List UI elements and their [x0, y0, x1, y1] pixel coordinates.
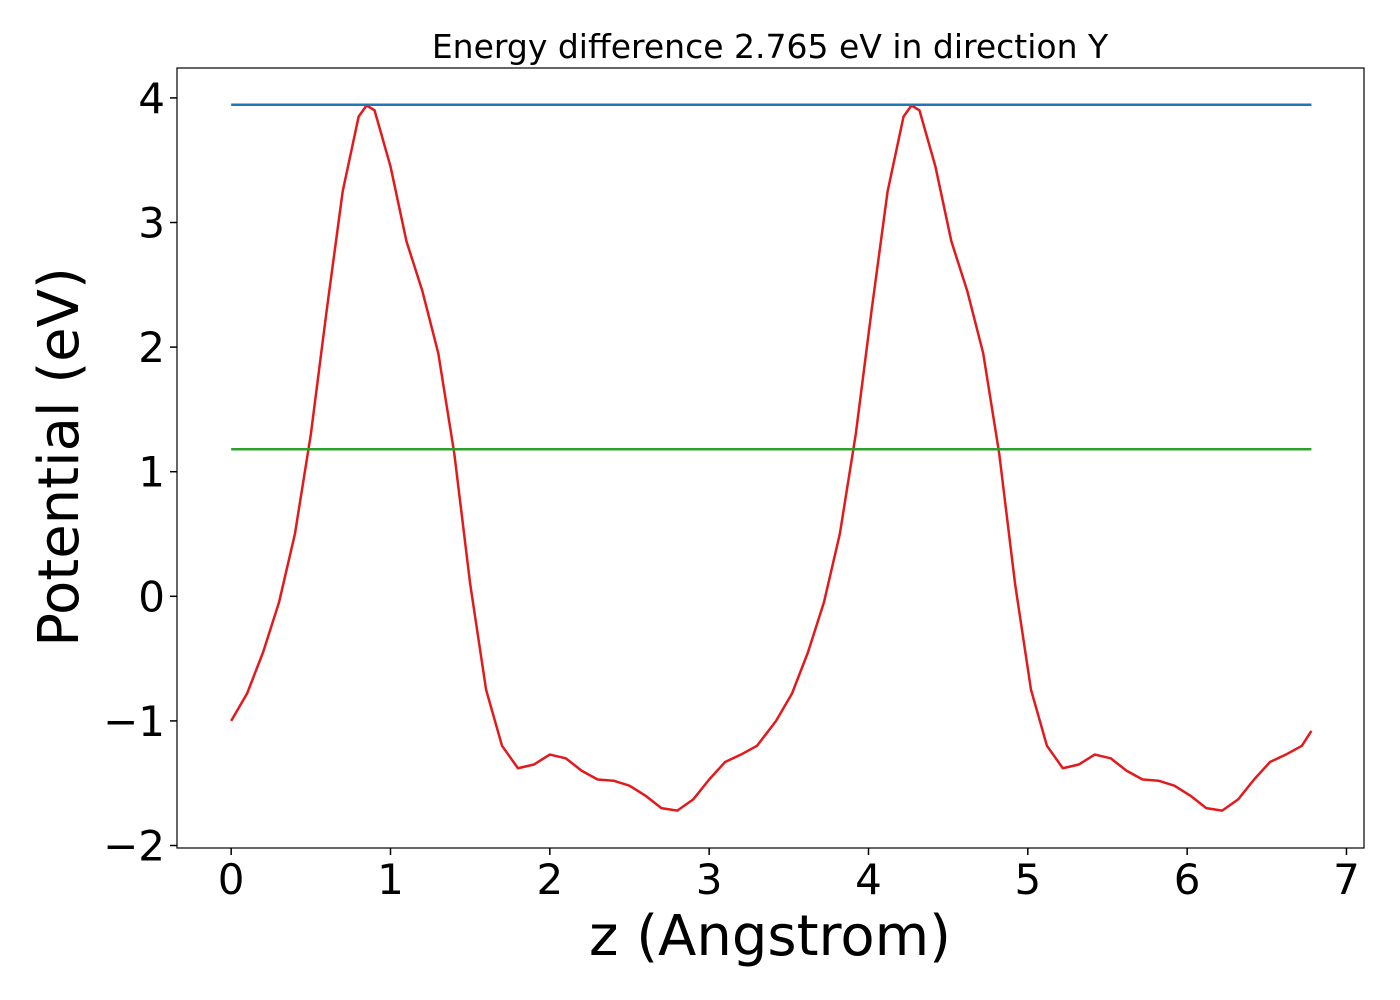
chart-title: Energy difference 2.765 eV in direction … — [432, 27, 1109, 66]
y-tick-label: 0 — [138, 572, 165, 621]
y-tick-label: 1 — [138, 448, 165, 497]
x-tick-label: 1 — [377, 855, 404, 904]
x-axis-label: z (Angstrom) — [589, 904, 951, 969]
x-tick-label: 4 — [855, 855, 882, 904]
line-series — [230, 104, 1313, 812]
y-axis-label: Potential (eV) — [27, 267, 92, 647]
x-tick-label: 7 — [1333, 855, 1360, 904]
x-tick-label: 6 — [1174, 855, 1201, 904]
y-tick-label: −2 — [103, 822, 165, 871]
y-tick-label: 3 — [138, 199, 165, 248]
x-tick-label: 3 — [696, 855, 723, 904]
y-tick-label: 4 — [138, 74, 165, 123]
y-tick-label: −1 — [103, 697, 165, 746]
x-tick-label: 0 — [218, 855, 245, 904]
x-tick-label: 5 — [1014, 855, 1041, 904]
x-tick-label: 2 — [536, 855, 563, 904]
plot-frame — [176, 67, 1365, 849]
y-tick-label: 2 — [138, 323, 165, 372]
